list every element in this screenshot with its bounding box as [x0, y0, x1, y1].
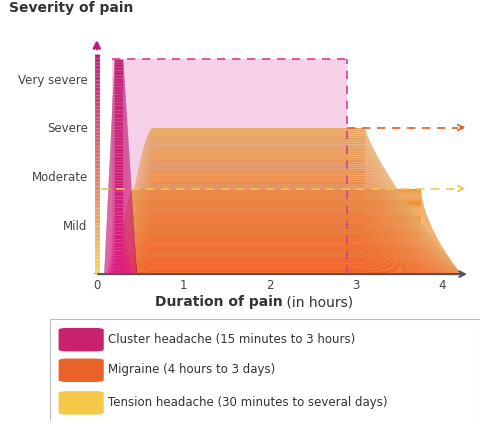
Text: Migraine (4 hours to 3 days): Migraine (4 hours to 3 days) [108, 363, 276, 376]
Text: Duration of pain: Duration of pain [155, 295, 282, 309]
FancyBboxPatch shape [58, 328, 104, 351]
FancyBboxPatch shape [58, 391, 104, 415]
Polygon shape [112, 59, 348, 274]
Text: (in hours): (in hours) [282, 295, 354, 309]
FancyBboxPatch shape [50, 319, 480, 421]
Text: Cluster headache (15 minutes to 3 hours): Cluster headache (15 minutes to 3 hours) [108, 333, 356, 346]
Text: Severity of pain: Severity of pain [9, 1, 134, 15]
Text: Tension headache (30 minutes to several days): Tension headache (30 minutes to several … [108, 396, 388, 409]
FancyBboxPatch shape [58, 359, 104, 382]
